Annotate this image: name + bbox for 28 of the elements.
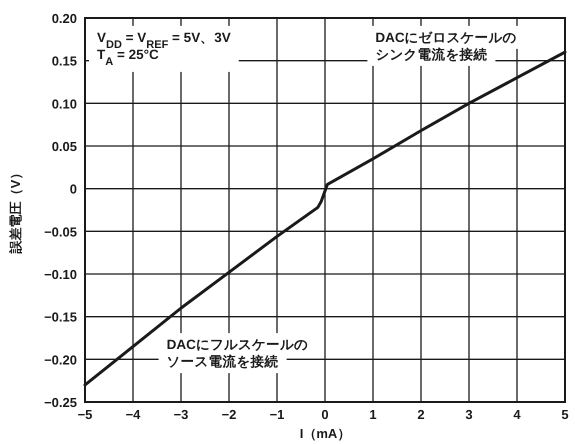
y-tick-label: −0.20	[44, 352, 77, 368]
y-tick-label: −0.25	[44, 395, 77, 410]
y-tick-label: 0.20	[52, 11, 77, 26]
x-tick-label: −4	[126, 407, 142, 422]
annotation: DACにゼロスケールの	[375, 30, 517, 45]
annotation: ソース電流を接続	[166, 353, 279, 370]
x-tick-label: −2	[222, 407, 236, 422]
x-tick-label: 2	[417, 407, 425, 422]
x-tick-label: 1	[369, 407, 377, 422]
x-tick-label: −5	[78, 407, 92, 422]
y-tick-label: 0	[70, 182, 77, 197]
x-tick-label: −1	[270, 407, 284, 422]
x-tick-label: 0	[321, 407, 329, 422]
x-tick-label: 4	[513, 407, 522, 422]
y-tick-label: 0.10	[52, 96, 77, 112]
y-tick-label: −0.10	[44, 267, 77, 282]
annotation: DACにフルスケールの	[166, 337, 308, 352]
y-tick-label: 0.15	[52, 54, 77, 69]
y-tick-label: −0.05	[44, 224, 77, 240]
y-tick-label: 0.05	[52, 139, 77, 154]
x-tick-label: 3	[465, 407, 473, 422]
x-tick-label: 5	[561, 407, 569, 422]
y-axis-title: 誤差電圧（V）	[8, 166, 23, 254]
text: V$_{DD}$ = V$_{REF}$ = 5V、3V T$_{A}$ = 25°C	[97, 30, 231, 68]
x-tick-label: −3	[174, 407, 188, 422]
y-tick-label: −0.15	[44, 310, 77, 325]
x-axis-title: I（mA）	[300, 426, 350, 441]
annotation: シンク電流を接続	[375, 46, 488, 62]
